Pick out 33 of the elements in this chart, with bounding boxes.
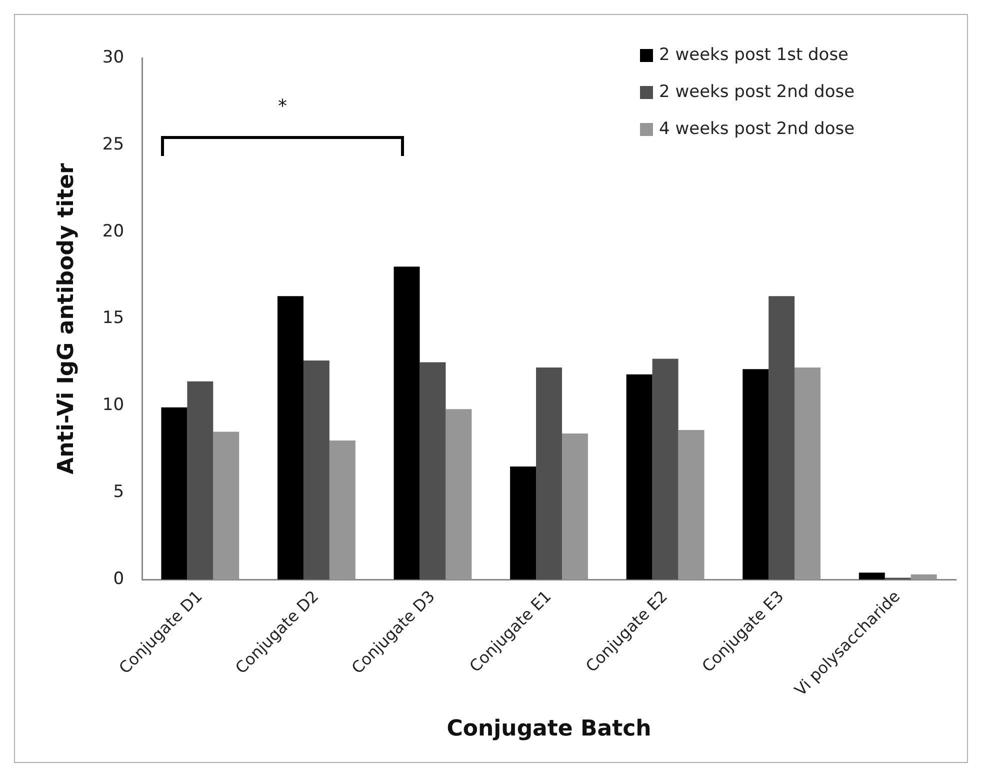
bar (161, 407, 188, 580)
y-tick-label: 5 (113, 482, 124, 502)
y-axis-title: Anti-Vi IgG antibody titer (54, 162, 79, 474)
bar (420, 362, 446, 580)
bar (329, 440, 356, 580)
bar (562, 434, 588, 580)
bar (768, 296, 795, 580)
x-axis-title: Conjugate Batch (446, 716, 652, 742)
y-tick-label: 30 (102, 47, 124, 68)
bar (278, 296, 304, 580)
bar (858, 572, 885, 580)
bar (742, 369, 769, 580)
y-tick-label: 25 (102, 134, 124, 154)
annotation: * (278, 96, 287, 117)
bar (446, 409, 472, 580)
bar (510, 466, 536, 580)
bar (794, 367, 821, 580)
bar (187, 381, 214, 580)
bar (652, 358, 678, 580)
legend-label: 2 weeks post 2nd dose (659, 82, 855, 102)
bar (536, 367, 562, 580)
y-tick-label: 20 (102, 221, 124, 242)
bar (394, 266, 420, 580)
bar (626, 374, 652, 580)
legend-label: 2 weeks post 1st dose (659, 45, 849, 65)
y-tick-label: 0 (113, 568, 124, 589)
y-tick-label: 15 (102, 308, 124, 328)
bar (303, 360, 330, 580)
bar (213, 432, 240, 580)
bar (678, 430, 704, 580)
legend-label: 4 weeks post 2nd dose (659, 119, 855, 139)
bar (910, 574, 937, 580)
y-tick-label: 10 (102, 395, 124, 416)
